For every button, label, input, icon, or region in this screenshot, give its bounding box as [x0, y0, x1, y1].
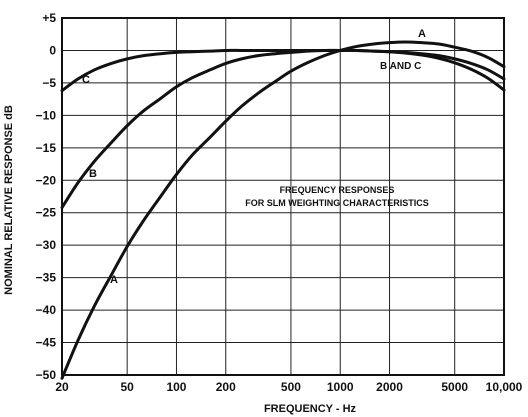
- x-tick-label-0: 20: [55, 380, 69, 394]
- y-tick-label-0: +5: [42, 11, 56, 25]
- grid: [61, 17, 505, 376]
- y-tick-label-7: −30: [36, 238, 57, 252]
- y-tick-label-2: −5: [42, 76, 56, 90]
- x-axis-label: FREQUENCY - Hz: [264, 403, 357, 415]
- x-tick-label-8: 10,000: [486, 380, 523, 394]
- series-lines: [60, 40, 506, 380]
- y-tick-label-3: −10: [36, 108, 57, 122]
- y-tick-label-1: 0: [49, 43, 56, 57]
- y-tick-label-9: −40: [36, 303, 57, 317]
- x-tick-label-6: 2000: [376, 380, 403, 394]
- y-tick-label-11: −50: [36, 368, 57, 382]
- tick-labels: 20 50 100 200 500 1000 2000 5000 10,000 +5 0 −5 −10 −…: [36, 11, 523, 394]
- annotation-line-1: FREQUENCY RESPONSES: [280, 185, 395, 195]
- y-tick-label-4: −15: [36, 141, 57, 155]
- curve-label-b-and-c-high: B AND C: [380, 61, 421, 72]
- x-tick-label-5: 1000: [327, 380, 354, 394]
- y-tick-label-5: −20: [36, 173, 57, 187]
- x-tick-label-3: 200: [216, 380, 236, 394]
- curve-label-a-high: A: [418, 28, 426, 40]
- curve-label-a-low: A: [110, 274, 118, 286]
- x-tick-label-4: 500: [281, 380, 301, 394]
- series-line-b: [60, 48, 506, 210]
- x-tick-label-1: 50: [120, 380, 134, 394]
- series-line-c: [60, 48, 506, 93]
- x-tick-label-7: 5000: [441, 380, 468, 394]
- y-tick-label-10: −45: [36, 336, 57, 350]
- curve-label-b-low: B: [89, 168, 97, 180]
- series-line-a: [60, 40, 506, 380]
- curve-label-c-low: C: [82, 74, 90, 86]
- annotation-line-2: FOR SLM WEIGHTING CHARACTERISTICS: [245, 198, 429, 208]
- plot-frame: [61, 17, 505, 376]
- y-tick-label-8: −35: [36, 271, 57, 285]
- y-tick-label-6: −25: [36, 206, 57, 220]
- x-tick-label-2: 100: [166, 380, 186, 394]
- y-axis-label: NOMINAL RELATIVE RESPONSE dB: [3, 105, 15, 295]
- plot-border: [61, 17, 505, 376]
